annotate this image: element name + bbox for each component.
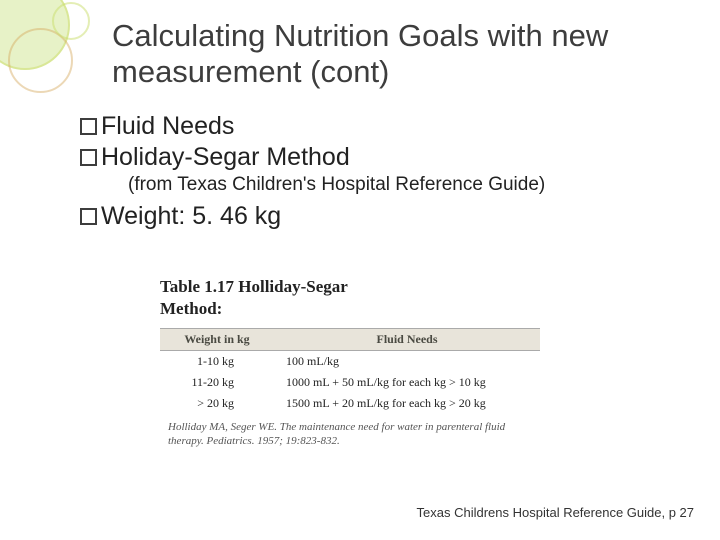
footer-citation: Texas Childrens Hospital Reference Guide… [417,505,694,520]
table-header-cell: Fluid Needs [274,329,540,351]
table-header-cell: Weight in kg [160,329,274,351]
table-citation-row: Holliday MA, Seger WE. The maintenance n… [160,414,540,452]
bullet-text: Fluid Needs [101,112,234,141]
body-content: Fluid Needs Holiday-Segar Method (from T… [80,112,680,233]
table-cell: 1500 mL + 20 mL/kg for each kg > 20 kg [274,393,540,414]
holliday-segar-table: Weight in kg Fluid Needs 1-10 kg 100 mL/… [160,328,540,452]
table-row: 1-10 kg 100 mL/kg [160,351,540,373]
table-caption: Table 1.17 Holliday-Segar Method: [160,276,540,320]
table-caption-line: Method: [160,299,222,318]
bullet-box-icon [80,149,97,166]
table-cell: 100 mL/kg [274,351,540,373]
bullet-item: Weight: 5. 46 kg [80,202,680,231]
table-cell: 11-20 kg [160,372,274,393]
bullet-text: Weight: 5. 46 kg [101,202,281,231]
bullet-item: Holiday-Segar Method [80,143,680,172]
table-cell: 1000 mL + 50 mL/kg for each kg > 10 kg [274,372,540,393]
table-image-area: Table 1.17 Holliday-Segar Method: Weight… [160,276,540,452]
bullet-box-icon [80,208,97,225]
slide-decoration [0,0,120,120]
table-cell: 1-10 kg [160,351,274,373]
bullet-text: Holiday-Segar Method [101,143,350,172]
table-row: > 20 kg 1500 mL + 20 mL/kg for each kg >… [160,393,540,414]
table-caption-line: Table 1.17 Holliday-Segar [160,277,348,296]
table-citation: Holliday MA, Seger WE. The maintenance n… [160,414,540,452]
bullet-subtext: (from Texas Children's Hospital Referenc… [128,174,680,196]
bullet-item: Fluid Needs [80,112,680,141]
table-row: 11-20 kg 1000 mL + 50 mL/kg for each kg … [160,372,540,393]
table-cell: > 20 kg [160,393,274,414]
slide-title: Calculating Nutrition Goals with new mea… [112,18,720,89]
bullet-box-icon [80,118,97,135]
